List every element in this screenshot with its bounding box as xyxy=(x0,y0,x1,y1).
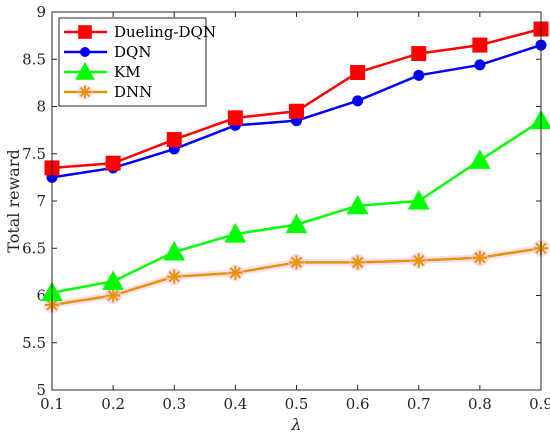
series-point-dnn-marker xyxy=(410,252,428,270)
legend-entry-dnn: DNN xyxy=(64,83,152,101)
y-tick-label: 7 xyxy=(36,192,46,210)
series-point-km-marker xyxy=(224,223,247,243)
legend-marker xyxy=(80,47,90,57)
y-tick-label: 6 xyxy=(36,287,46,305)
legend-label: KM xyxy=(114,63,141,81)
legend-label: Dueling-DQN xyxy=(114,23,216,41)
legend-label: DQN xyxy=(114,43,151,61)
legend-marker xyxy=(78,25,92,39)
plot-frame xyxy=(51,11,542,391)
series-point-dnn-marker xyxy=(165,268,183,286)
y-tick-label: 6.5 xyxy=(22,239,46,257)
series-point-dqn-marker xyxy=(413,69,425,81)
series-point-km-marker xyxy=(407,189,430,210)
series-point-dueling-dqn-marker xyxy=(350,64,366,80)
legend-entry-dqn: DQN xyxy=(64,43,151,61)
series-point-km-marker xyxy=(163,241,186,261)
series-layer xyxy=(41,21,550,314)
series-point-dueling-dqn-marker xyxy=(472,37,488,53)
series-point-dnn-marker xyxy=(226,264,244,282)
legend-entry-dueling-dqn: Dueling-DQN xyxy=(64,23,216,41)
legend-marker xyxy=(75,61,95,80)
series-point-km-marker xyxy=(285,213,308,234)
y-axis-ticks: 5 5.5 6 6.5 7 7.5 8 8.5 9 xyxy=(22,3,541,399)
x-tick-label: 0.1 xyxy=(40,395,64,413)
legend-entry-km: KM xyxy=(64,61,141,81)
x-axis-ticks: 0.1 0.2 0.3 0.4 0.5 0.6 0.7 0.8 0.9 xyxy=(40,12,550,413)
y-tick-label: 8.5 xyxy=(22,50,46,68)
series-dueling-dqn xyxy=(44,21,549,176)
series-point-dueling-dqn-marker xyxy=(105,155,121,171)
legend: Dueling-DQN DQN KM DNN xyxy=(58,17,216,107)
series-dnn xyxy=(43,239,550,314)
series-point-dnn-marker xyxy=(104,287,122,304)
y-tick-label: 5.5 xyxy=(22,334,46,352)
series-point-dnn-marker xyxy=(471,249,489,267)
y-tick-label: 9 xyxy=(36,3,46,21)
x-tick-label: 0.2 xyxy=(101,395,125,413)
legend-label: DNN xyxy=(114,83,152,101)
series-km xyxy=(41,109,550,302)
x-tick-label: 0.6 xyxy=(346,395,370,413)
y-tick-label: 8 xyxy=(36,98,46,116)
x-tick-label: 0.7 xyxy=(407,395,431,413)
series-point-dqn-marker xyxy=(474,59,486,71)
x-axis-title: λ xyxy=(290,415,301,434)
series-point-dqn-marker xyxy=(352,95,364,107)
x-tick-label: 0.3 xyxy=(162,395,186,413)
x-tick-label: 0.5 xyxy=(285,395,309,413)
series-point-km-marker xyxy=(469,149,491,169)
series-point-km-marker xyxy=(346,194,369,215)
series-point-dueling-dqn-marker xyxy=(227,110,243,126)
series-point-dnn-marker xyxy=(288,253,305,271)
series-point-dueling-dqn-marker xyxy=(166,132,182,148)
series-point-dueling-dqn-marker xyxy=(289,103,304,119)
x-tick-label: 0.8 xyxy=(468,395,492,413)
y-tick-label: 7.5 xyxy=(22,145,46,163)
y-axis-title: Total reward xyxy=(4,149,23,252)
x-tick-label: 0.9 xyxy=(529,395,550,413)
x-tick-label: 0.4 xyxy=(223,395,247,413)
series-point-dueling-dqn-marker xyxy=(411,46,427,62)
series-point-km-marker xyxy=(102,270,124,290)
legend-marker xyxy=(77,84,93,100)
y-tick-label: 5 xyxy=(36,381,46,399)
series-point-dnn-marker xyxy=(349,253,367,271)
